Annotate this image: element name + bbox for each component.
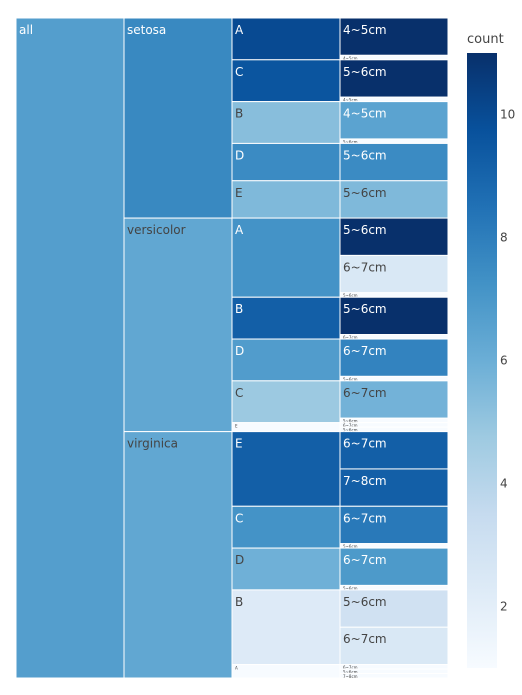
cell-all-versicolor-1-d-2[interactable] bbox=[231, 338, 341, 382]
cell-all-virginica-2-c-1-label: C bbox=[235, 511, 243, 525]
cell-all-versicolor-1-a-0-6-7cm-1[interactable] bbox=[339, 254, 449, 294]
cell-all-setosa-0-a-0-4-5cm-1-label: 4~5cm bbox=[343, 56, 358, 61]
cell-all-versicolor-1-a-0[interactable] bbox=[231, 217, 341, 298]
cell-all-versicolor-1-e-4-6-7cm-0-label: 6~7cm bbox=[343, 423, 358, 428]
cell-all-setosa-0-a-0-4-5cm-0-label: 4~5cm bbox=[343, 23, 387, 37]
cell-all-virginica-2-a-4-7-8cm-2-label: 7~8cm bbox=[343, 674, 358, 679]
cell-all-versicolor-1-a-0-6-7cm-1-label: 6~7cm bbox=[343, 260, 387, 274]
cell-all-setosa-0-e-4-label: E bbox=[235, 186, 243, 200]
cell-all-setosa-0-c-1-5-6cm-0[interactable] bbox=[339, 59, 449, 98]
cell-all-setosa-0[interactable] bbox=[123, 17, 233, 219]
cell-all-setosa-0-a-0[interactable] bbox=[231, 17, 341, 61]
cell-all-virginica-2-b-3-label: B bbox=[235, 595, 243, 609]
cell-all-setosa-0-d-3-5-6cm-0-label: 5~6cm bbox=[343, 148, 387, 162]
cell-all-virginica-2-d-2[interactable] bbox=[231, 547, 341, 591]
cell-all-setosa-0-b-2[interactable] bbox=[231, 101, 341, 144]
colorbar-tick-2: 2 bbox=[500, 600, 508, 614]
cell-all-versicolor-1-b-1-6-7cm-1-label: 6~7cm bbox=[343, 335, 358, 340]
cell-all-versicolor-1-d-2-label: D bbox=[235, 344, 244, 358]
cell-all-virginica-2-a-4-label: A bbox=[235, 666, 238, 671]
cell-all[interactable] bbox=[15, 17, 125, 679]
cell-all-setosa-0-e-4[interactable] bbox=[231, 180, 341, 219]
cell-all-setosa-0-e-4-5-6cm-0[interactable] bbox=[339, 180, 449, 219]
colorbar-gradient bbox=[467, 53, 497, 668]
cell-all-virginica-2-e-0-label: E bbox=[235, 437, 243, 451]
cell-all-virginica-2-b-3-5-6cm-0-label: 5~6cm bbox=[343, 595, 387, 609]
colorbar-tick-6: 6 bbox=[500, 354, 508, 368]
cell-all-versicolor-1[interactable] bbox=[123, 217, 233, 433]
cell-all-versicolor-1-c-3-6-7cm-0[interactable] bbox=[339, 380, 449, 419]
cell-all-setosa-0-c-1-label: C bbox=[235, 65, 243, 79]
colorbar-title: count bbox=[467, 32, 504, 47]
cell-all-setosa-0-c-1-5-6cm-0-label: 5~6cm bbox=[343, 65, 387, 79]
cell-all-versicolor-1-c-3-5-6cm-1-label: 5~6cm bbox=[343, 419, 358, 424]
cell-all-virginica-2-a-4[interactable] bbox=[231, 664, 341, 679]
cell-all-versicolor-1-a-0-5-6cm-0-label: 5~6cm bbox=[343, 223, 387, 237]
cell-all-setosa-0-b-2-label: B bbox=[235, 107, 243, 121]
colorbar-tick-4: 4 bbox=[500, 477, 508, 491]
colorbar-ticks: 2 4 6 8 10 bbox=[500, 108, 515, 614]
cell-all-virginica-2-a-4-7-8cm-2[interactable] bbox=[339, 673, 449, 679]
cell-all-versicolor-1-e-4-label: E bbox=[235, 424, 238, 429]
cell-all-virginica-2-d-2-5-6cm-1-label: 5~6cm bbox=[343, 586, 358, 591]
cell-all-versicolor-1-d-2-6-7cm-0-label: 6~7cm bbox=[343, 344, 387, 358]
cell-all-versicolor-1-d-2-5-6cm-1-label: 5~6cm bbox=[343, 377, 358, 382]
cell-all-virginica-2-a-4-5-6cm-1-label: 5~6cm bbox=[343, 670, 358, 675]
cell-all-setosa-0-d-3-label: D bbox=[235, 148, 244, 162]
cell-all-virginica-2-e-0[interactable] bbox=[231, 431, 341, 507]
cell-all-virginica-2-e-0-7-8cm-1-label: 7~8cm bbox=[343, 474, 387, 488]
cell-all-versicolor-1-a-0-5-6cm-2-label: 5~6cm bbox=[343, 293, 358, 298]
cell-all-versicolor-1-b-1-5-6cm-0[interactable] bbox=[339, 296, 449, 336]
cell-all-virginica-2-b-3-6-7cm-1-label: 6~7cm bbox=[343, 632, 387, 646]
cell-all-versicolor-1-c-3-label: C bbox=[235, 386, 243, 400]
cell-all-virginica-2-c-1-5-6cm-1-label: 5~6cm bbox=[343, 544, 358, 549]
cell-all-versicolor-1-b-1-label: B bbox=[235, 302, 243, 316]
cell-all-virginica-2-c-1-6-7cm-0-label: 6~7cm bbox=[343, 511, 387, 525]
cell-all-setosa-0-b-2-5-6cm-1-label: 5~6cm bbox=[343, 139, 358, 144]
cell-all-virginica-2[interactable] bbox=[123, 431, 233, 679]
cell-all-versicolor-1-c-3-6-7cm-0-label: 6~7cm bbox=[343, 386, 387, 400]
cell-all-versicolor-1-c-3[interactable] bbox=[231, 380, 341, 424]
cell-all-setosa-0-e-4-5-6cm-0-label: 5~6cm bbox=[343, 186, 387, 200]
cell-all-virginica-2-e-0-6-7cm-0-label: 6~7cm bbox=[343, 437, 387, 451]
cell-all-setosa-0-b-2-4-5cm-0-label: 4~5cm bbox=[343, 107, 387, 121]
cell-all-versicolor-1-a-0-5-6cm-0[interactable] bbox=[339, 217, 449, 256]
colorbar-tick-8: 8 bbox=[500, 231, 508, 245]
cell-all-setosa-0-b-2-4-5cm-0[interactable] bbox=[339, 101, 449, 140]
cell-all-setosa-0-a-0-4-5cm-0[interactable] bbox=[339, 17, 449, 56]
cell-all-virginica-2-a-4-6-7cm-0-label: 6~7cm bbox=[343, 665, 358, 670]
cell-all-setosa-0-d-3[interactable] bbox=[231, 142, 341, 182]
cell-all-virginica-2-e-0-6-7cm-0[interactable] bbox=[339, 431, 449, 470]
cell-all-setosa-0-c-1-4-5cm-1-label: 4~5cm bbox=[343, 98, 358, 103]
cell-all-virginica-2-d-2-6-7cm-0-label: 6~7cm bbox=[343, 553, 387, 567]
cell-all-versicolor-1-a-0-label: A bbox=[235, 223, 244, 237]
cell-all-setosa-0-a-0-label: A bbox=[235, 23, 244, 37]
cell-all-versicolor-1-b-1-5-6cm-0-label: 5~6cm bbox=[343, 302, 387, 316]
cell-all-setosa-0-c-1[interactable] bbox=[231, 59, 341, 103]
colorbar-tick-10: 10 bbox=[500, 108, 515, 122]
cell-all-label: all bbox=[19, 23, 33, 37]
cell-all-virginica-2-b-3-5-6cm-0[interactable] bbox=[339, 589, 449, 628]
colorbar: count 2 4 6 8 10 bbox=[467, 32, 515, 668]
cell-all-versicolor-1-e-4-5-6cm-1-label: 5~6cm bbox=[343, 428, 358, 433]
icicle-cells: all setosa A 4~5cm 4~5cm C 5~6cm 4~5cm B 4~5cm 5~6… bbox=[15, 17, 449, 679]
cell-all-virginica-2-d-2-6-7cm-0[interactable] bbox=[339, 547, 449, 586]
cell-all-virginica-2-c-1[interactable] bbox=[231, 505, 341, 549]
cell-all-setosa-0-d-3-5-6cm-0[interactable] bbox=[339, 142, 449, 182]
cell-all-setosa-0-label: setosa bbox=[127, 23, 166, 37]
cell-all-versicolor-1-d-2-6-7cm-0[interactable] bbox=[339, 338, 449, 377]
cell-all-virginica-2-d-2-label: D bbox=[235, 553, 244, 567]
cell-all-virginica-2-b-3-6-7cm-1[interactable] bbox=[339, 626, 449, 666]
cell-all-versicolor-1-b-1[interactable] bbox=[231, 296, 341, 340]
cell-all-versicolor-1-label: versicolor bbox=[127, 223, 186, 237]
cell-all-versicolor-1-e-4[interactable] bbox=[231, 422, 341, 433]
cell-all-virginica-2-b-3[interactable] bbox=[231, 589, 341, 666]
cell-all-virginica-2-label: virginica bbox=[127, 437, 178, 451]
